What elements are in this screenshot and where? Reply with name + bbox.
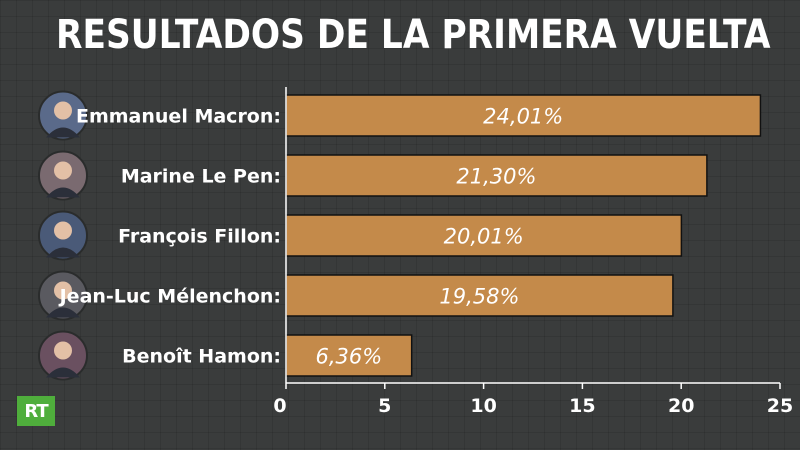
chart-title: RESULTADOS DE LA PRIMERA VUELTA [56,12,771,58]
bar-value-label: 21,30% [456,165,536,189]
bar-value-label: 20,01% [444,225,524,249]
candidate-label: Marine Le Pen: [121,166,281,188]
candidate-label: Jean-Luc Mélenchon: [58,286,281,308]
x-tick-label: 5 [378,395,391,417]
x-tick-label: 0 [273,395,286,417]
bar [285,334,413,377]
person-photo-macron [38,90,88,141]
candidate-label: François Fillon: [118,226,281,248]
candidate-label: Emmanuel Macron: [76,106,281,128]
x-tick-label: 15 [569,395,595,417]
person-photo-hamon [38,330,88,381]
bar-value-label: 19,58% [439,285,519,309]
rt-logo: RT [17,396,55,426]
bar-value-label: 24,01% [483,105,563,129]
x-tick-label: 20 [668,395,694,417]
candidate-label: Benoît Hamon: [122,346,281,368]
person-photo-melenchon [38,270,88,321]
x-tick-label: 25 [767,395,793,417]
person-photo-le-pen [38,150,88,201]
x-tick-label: 10 [470,395,496,417]
person-photo-fillon [38,210,88,261]
bar-value-label: 6,36% [315,345,382,369]
bar [285,94,762,137]
